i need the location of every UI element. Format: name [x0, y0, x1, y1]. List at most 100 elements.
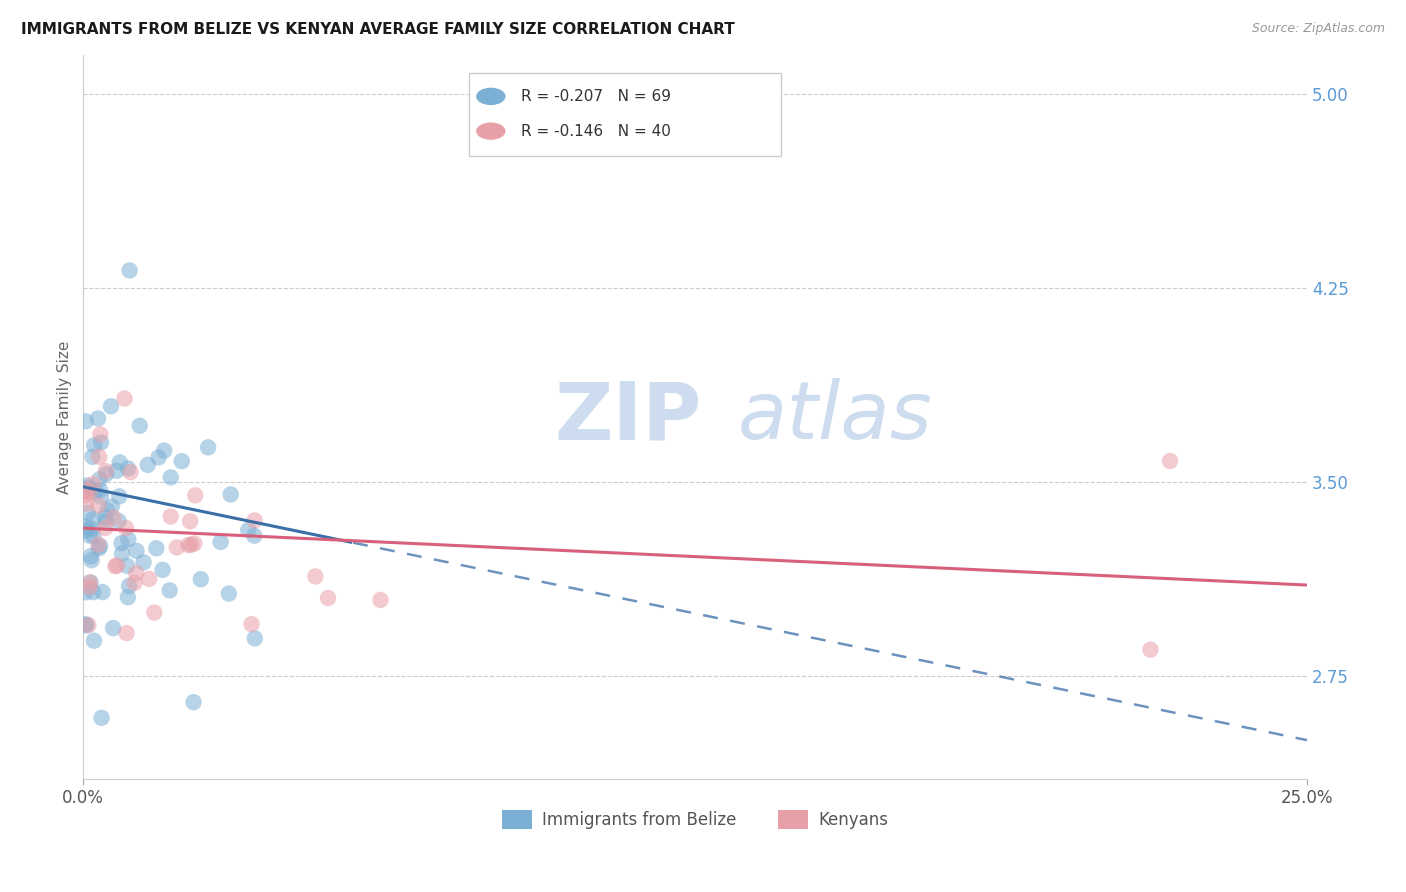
Point [243, 513, 266, 527]
Point [79, 529, 101, 543]
Point [90, 490, 112, 504]
Text: Source: ZipAtlas.com: Source: ZipAtlas.com [1251, 22, 1385, 36]
Point [75, 496, 97, 510]
Point [77, 618, 100, 632]
Point [238, 523, 260, 537]
Point [80, 522, 103, 536]
Point [117, 533, 139, 547]
Point [82, 477, 104, 491]
Point [82, 585, 104, 599]
Point [170, 454, 193, 468]
Point [87, 499, 110, 513]
Point [117, 591, 139, 605]
Point [94, 521, 117, 535]
Point [183, 695, 205, 709]
Point [87, 411, 110, 425]
Point [75, 483, 97, 498]
Point [89, 472, 111, 486]
Point [75, 618, 97, 632]
Point [80, 549, 103, 564]
Point [89, 427, 111, 442]
Point [80, 553, 103, 567]
Y-axis label: Average Family Size: Average Family Size [58, 341, 72, 493]
Point [82, 528, 104, 542]
Point [304, 569, 326, 583]
Point [89, 483, 111, 498]
Point [79, 485, 101, 500]
Point [240, 617, 263, 632]
Point [136, 458, 159, 472]
Point [87, 538, 110, 552]
Point [110, 536, 132, 550]
Point [115, 521, 138, 535]
Point [91, 585, 114, 599]
Point [82, 450, 104, 464]
Point [108, 490, 131, 504]
Point [75, 524, 97, 538]
Point [104, 559, 127, 574]
Circle shape [477, 122, 506, 140]
Point [243, 529, 266, 543]
Point [118, 263, 141, 277]
Point [183, 536, 205, 550]
Point [115, 626, 138, 640]
Point [105, 558, 128, 573]
Point [184, 488, 207, 502]
FancyBboxPatch shape [468, 73, 780, 156]
Point [100, 500, 122, 514]
Point [76, 506, 98, 520]
Point [159, 470, 181, 484]
Point [197, 440, 219, 454]
Point [76, 520, 98, 534]
Point [89, 539, 111, 553]
Point [82, 512, 104, 526]
Point [128, 418, 150, 433]
Circle shape [477, 87, 506, 105]
Point [79, 575, 101, 590]
Point [219, 487, 242, 501]
Point [124, 575, 146, 590]
Point [1159, 454, 1181, 468]
Text: IMMIGRANTS FROM BELIZE VS KENYAN AVERAGE FAMILY SIZE CORRELATION CHART: IMMIGRANTS FROM BELIZE VS KENYAN AVERAGE… [21, 22, 735, 37]
Point [120, 465, 142, 479]
Point [132, 555, 155, 569]
Point [105, 464, 128, 478]
Point [83, 633, 105, 648]
Point [77, 481, 100, 495]
Text: atlas: atlas [738, 378, 932, 456]
Point [90, 435, 112, 450]
Point [94, 464, 117, 478]
Text: R = -0.207   N = 69: R = -0.207 N = 69 [522, 89, 672, 103]
Point [370, 593, 392, 607]
Point [90, 711, 112, 725]
Point [138, 572, 160, 586]
Point [79, 580, 101, 594]
Point [83, 438, 105, 452]
Text: ZIP: ZIP [554, 378, 702, 456]
Point [243, 632, 266, 646]
Point [125, 544, 148, 558]
Point [143, 606, 166, 620]
Point [117, 461, 139, 475]
Point [316, 591, 339, 605]
Point [177, 538, 200, 552]
Point [152, 563, 174, 577]
Point [75, 488, 97, 502]
Point [107, 514, 129, 528]
Point [179, 514, 201, 528]
Point [153, 443, 176, 458]
Point [118, 579, 141, 593]
Point [75, 617, 97, 632]
Point [148, 450, 170, 465]
Point [87, 541, 110, 556]
Text: R = -0.146   N = 40: R = -0.146 N = 40 [522, 124, 671, 138]
Point [100, 399, 122, 413]
Point [209, 535, 232, 549]
Point [115, 559, 138, 574]
Point [190, 572, 212, 586]
Point [180, 538, 202, 552]
Point [101, 621, 124, 635]
Point [96, 504, 118, 518]
Point [159, 509, 181, 524]
Point [159, 583, 181, 598]
